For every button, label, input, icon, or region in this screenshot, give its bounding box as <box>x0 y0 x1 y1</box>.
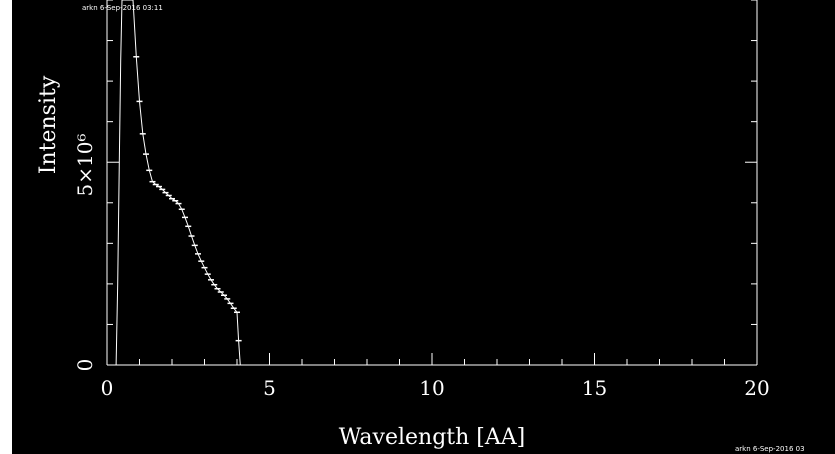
tick-marks <box>106 0 758 366</box>
plot-frame <box>106 0 758 366</box>
y-axis-multiplier: 5×10⁶ <box>73 134 97 197</box>
y-tick-label: 0 <box>73 359 97 372</box>
series-line <box>115 0 241 366</box>
x-axis-label: Wavelength [AA] <box>339 425 526 450</box>
x-tick-label: 15 <box>582 376 607 400</box>
y-axis-label: Intensity <box>36 75 61 174</box>
series-group <box>115 0 242 366</box>
x-tick-label: 0 <box>101 376 114 400</box>
x-tick-label: 5 <box>263 376 276 400</box>
left-white-strip <box>0 0 12 454</box>
x-tick-label: 10 <box>419 376 444 400</box>
timestamp-top: arkn 6-Sep-2016 03:11 <box>82 4 163 12</box>
timestamp-bottom: arkn 6-Sep-2016 03 <box>735 445 805 453</box>
x-tick-label: 20 <box>744 376 769 400</box>
tick-labels: 0 5 10 15 20 0 <box>73 359 770 400</box>
